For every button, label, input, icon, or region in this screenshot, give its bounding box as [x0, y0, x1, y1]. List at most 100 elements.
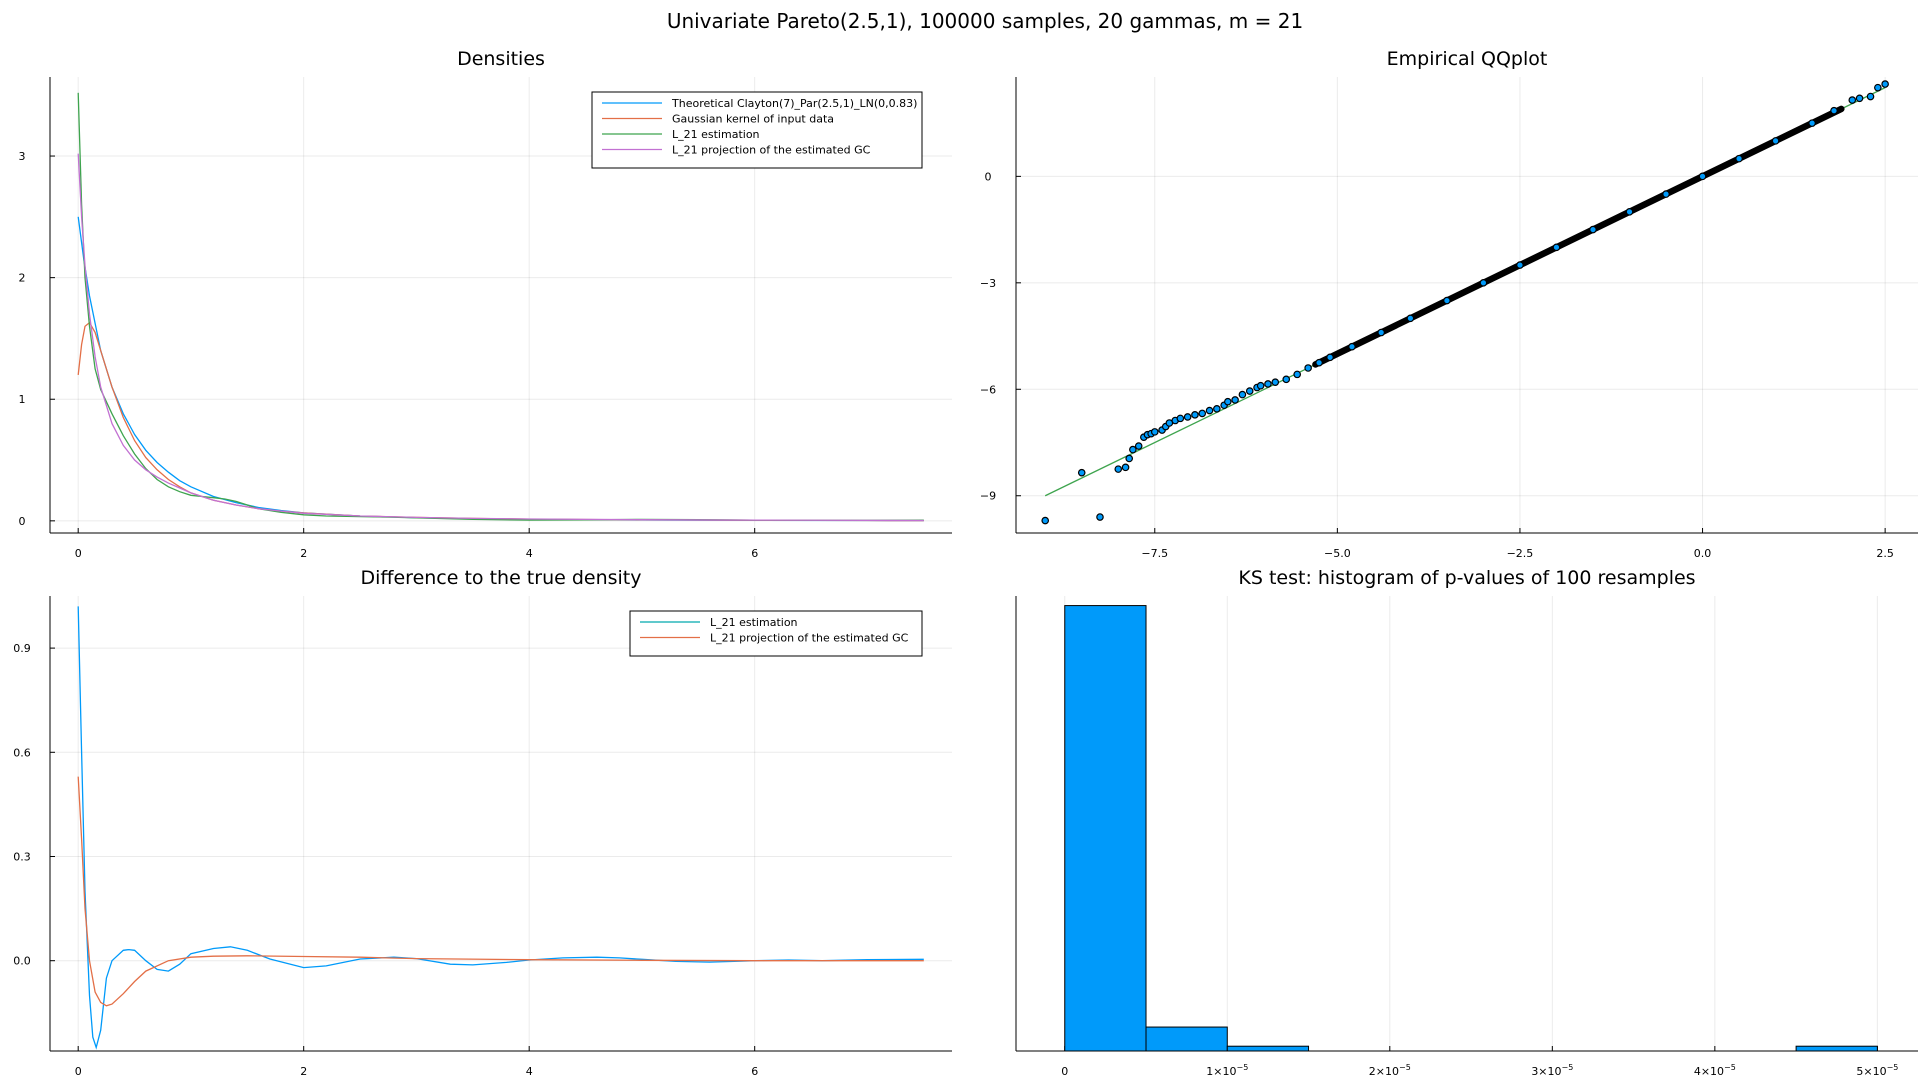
qq-point	[1808, 119, 1816, 127]
qq-point	[1662, 190, 1670, 198]
y-tick-label: 2	[19, 272, 26, 285]
qq-point	[1205, 406, 1214, 415]
subplot-title: Empirical QQplot	[1387, 48, 1548, 70]
histogram-bar	[1064, 605, 1147, 1052]
qq-point	[1129, 445, 1137, 454]
x-tick-label: 0	[75, 547, 82, 560]
qq-point	[1771, 137, 1780, 145]
qq-point	[1256, 381, 1265, 390]
qq-point	[1176, 414, 1185, 423]
y-tick-label: −9	[980, 490, 996, 503]
histogram-bar	[1226, 1045, 1310, 1052]
x-tick-label: 3×10−5	[1531, 1063, 1573, 1078]
subplot-1: Densities 0 2 4 6 0 1 2 3 Theoretical Clayton(7)_…	[19, 48, 952, 560]
qq-point	[1589, 225, 1597, 234]
x-tick-label: 2	[300, 547, 307, 560]
qq-point	[1443, 296, 1451, 305]
qq-point	[1377, 328, 1385, 337]
y-tick-label: 1	[19, 393, 26, 406]
y-tick-label: 0.9	[13, 642, 31, 655]
qq-point	[1213, 404, 1221, 413]
x-tick-base: 0	[1061, 1065, 1068, 1078]
x-tick-label: 0.0	[1694, 547, 1712, 560]
qq-point	[1121, 463, 1130, 472]
qq-point	[1224, 397, 1232, 406]
figure-suptitle: Univariate Pareto(2.5,1), 100000 samples…	[667, 9, 1303, 33]
subplot-title: KS test: histogram of p-values of 100 re…	[1238, 567, 1695, 589]
x-tick-exponent: −5	[1887, 1063, 1899, 1072]
qq-point	[1735, 154, 1743, 163]
legend-label: Theoretical Clayton(7)_Par(2.5,1)_LN(0,0…	[671, 97, 917, 110]
qq-point	[1848, 96, 1857, 104]
qq-point	[1125, 454, 1134, 463]
qq-point	[1406, 314, 1415, 323]
qq-point	[1348, 342, 1356, 351]
qq-point	[1830, 106, 1838, 115]
qq-point	[1096, 513, 1104, 521]
legend: L_21 estimation L_21 projection of the es…	[629, 610, 923, 657]
x-tick-label: −2.5	[1507, 547, 1534, 560]
y-tick-label: 0.6	[13, 746, 31, 759]
legend-label: Gaussian kernel of input data	[672, 113, 834, 126]
qq-point	[1625, 208, 1634, 216]
qq-point	[1245, 387, 1254, 395]
subplot-title: Densities	[457, 48, 545, 70]
series-line	[77, 606, 924, 1050]
x-tick-exponent: −5	[1562, 1063, 1574, 1072]
qq-point	[1855, 94, 1864, 103]
subplot-title: Difference to the true density	[360, 567, 641, 589]
x-tick-base: 5×10	[1856, 1065, 1886, 1078]
y-tick-label: 0	[19, 515, 26, 528]
series-line	[77, 776, 924, 1007]
x-tick-base: 1×10	[1206, 1065, 1236, 1078]
qq-point	[1552, 243, 1561, 252]
x-tick-label: −5.0	[1324, 547, 1351, 560]
x-tick-label: 6	[751, 1065, 758, 1078]
qq-point	[1231, 396, 1239, 404]
x-tick-exponent: −5	[1399, 1063, 1411, 1072]
qq-point	[1516, 261, 1524, 269]
x-tick-base: 4×10	[1694, 1065, 1724, 1078]
legend-label: L_21 projection of the estimated GC	[672, 144, 871, 157]
qq-point	[1134, 442, 1143, 450]
qq-point	[1238, 390, 1247, 399]
subplot-4: KS test: histogram of p-values of 100 re…	[1015, 567, 1918, 1078]
qq-point	[1183, 413, 1192, 421]
qq-point	[1114, 465, 1123, 473]
subplot-2: Empirical QQplot −7.5 −5.0 −2.5 0.0 2.5 −9 −6 −3…	[980, 48, 1918, 560]
qq-point	[1041, 516, 1050, 525]
qq-point	[1198, 409, 1207, 418]
x-tick-label: 0	[75, 1065, 82, 1078]
series-line	[77, 321, 924, 522]
x-tick-label: −7.5	[1141, 547, 1168, 560]
legend: Theoretical Clayton(7)_Par(2.5,1)_LN(0,0…	[591, 91, 923, 169]
qq-point	[1874, 83, 1882, 92]
legend-frame	[591, 91, 923, 169]
qq-point	[1866, 92, 1875, 101]
y-tick-label: 0.3	[13, 850, 31, 863]
x-tick-label: 6	[751, 547, 758, 560]
qq-point	[1271, 378, 1280, 386]
x-tick-base: 3×10	[1531, 1065, 1561, 1078]
qq-dense-band	[1312, 105, 1845, 368]
qq-point	[1326, 353, 1334, 362]
x-tick-label: 2.5	[1876, 547, 1894, 560]
x-tick-label: 4×10−5	[1694, 1063, 1736, 1078]
qq-point	[1150, 428, 1159, 436]
qq-point	[1282, 375, 1291, 384]
x-tick-label: 4	[526, 1065, 533, 1078]
x-tick-exponent: −5	[1236, 1063, 1248, 1072]
qq-point	[1264, 380, 1272, 388]
legend-label: L_21 estimation	[710, 616, 798, 629]
y-tick-label: 0.0	[13, 955, 31, 968]
legend-label: L_21 estimation	[672, 128, 760, 141]
x-tick-exponent: −5	[1724, 1063, 1736, 1072]
qq-point	[1315, 358, 1323, 367]
x-tick-label: 2×10−5	[1369, 1063, 1411, 1078]
y-tick-label: −6	[980, 383, 996, 396]
qq-point	[1881, 80, 1889, 88]
y-tick-label: 0	[985, 170, 992, 183]
qq-point	[1479, 279, 1488, 287]
legend-frame	[629, 610, 923, 657]
